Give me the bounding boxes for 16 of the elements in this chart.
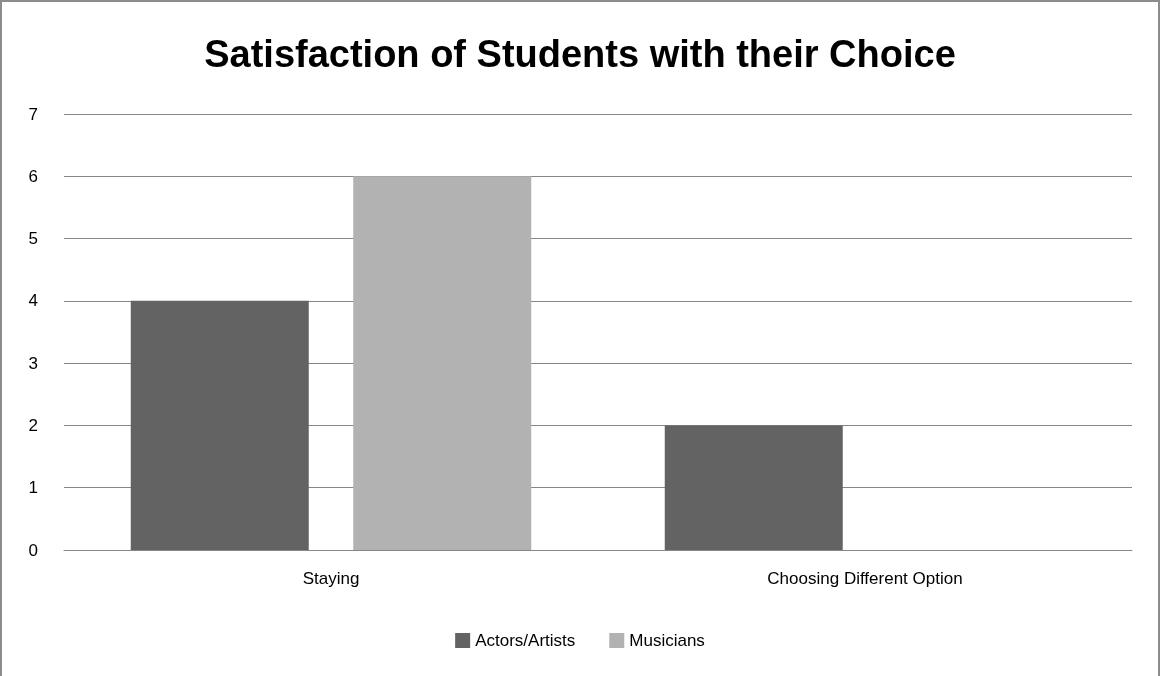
- y-tick-label: 6: [28, 166, 38, 186]
- bar: [664, 425, 843, 550]
- y-tick-label: 3: [28, 353, 38, 373]
- legend-label: Actors/Artists: [475, 631, 576, 650]
- y-tick-label: 0: [28, 540, 38, 560]
- y-tick-label: 2: [28, 415, 38, 435]
- x-tick-label: Staying: [302, 569, 360, 588]
- y-tick-label: 5: [28, 229, 38, 249]
- chart-title: Satisfaction of Students with their Choice: [204, 33, 956, 75]
- y-tick-label: 1: [28, 478, 38, 498]
- y-tick-label: 4: [28, 291, 38, 311]
- y-tick-label: 7: [28, 104, 38, 124]
- bar: [130, 300, 309, 550]
- legend-label: Musicians: [629, 631, 705, 650]
- x-tick-label: Choosing Different Option: [767, 569, 963, 588]
- bar: [353, 176, 532, 550]
